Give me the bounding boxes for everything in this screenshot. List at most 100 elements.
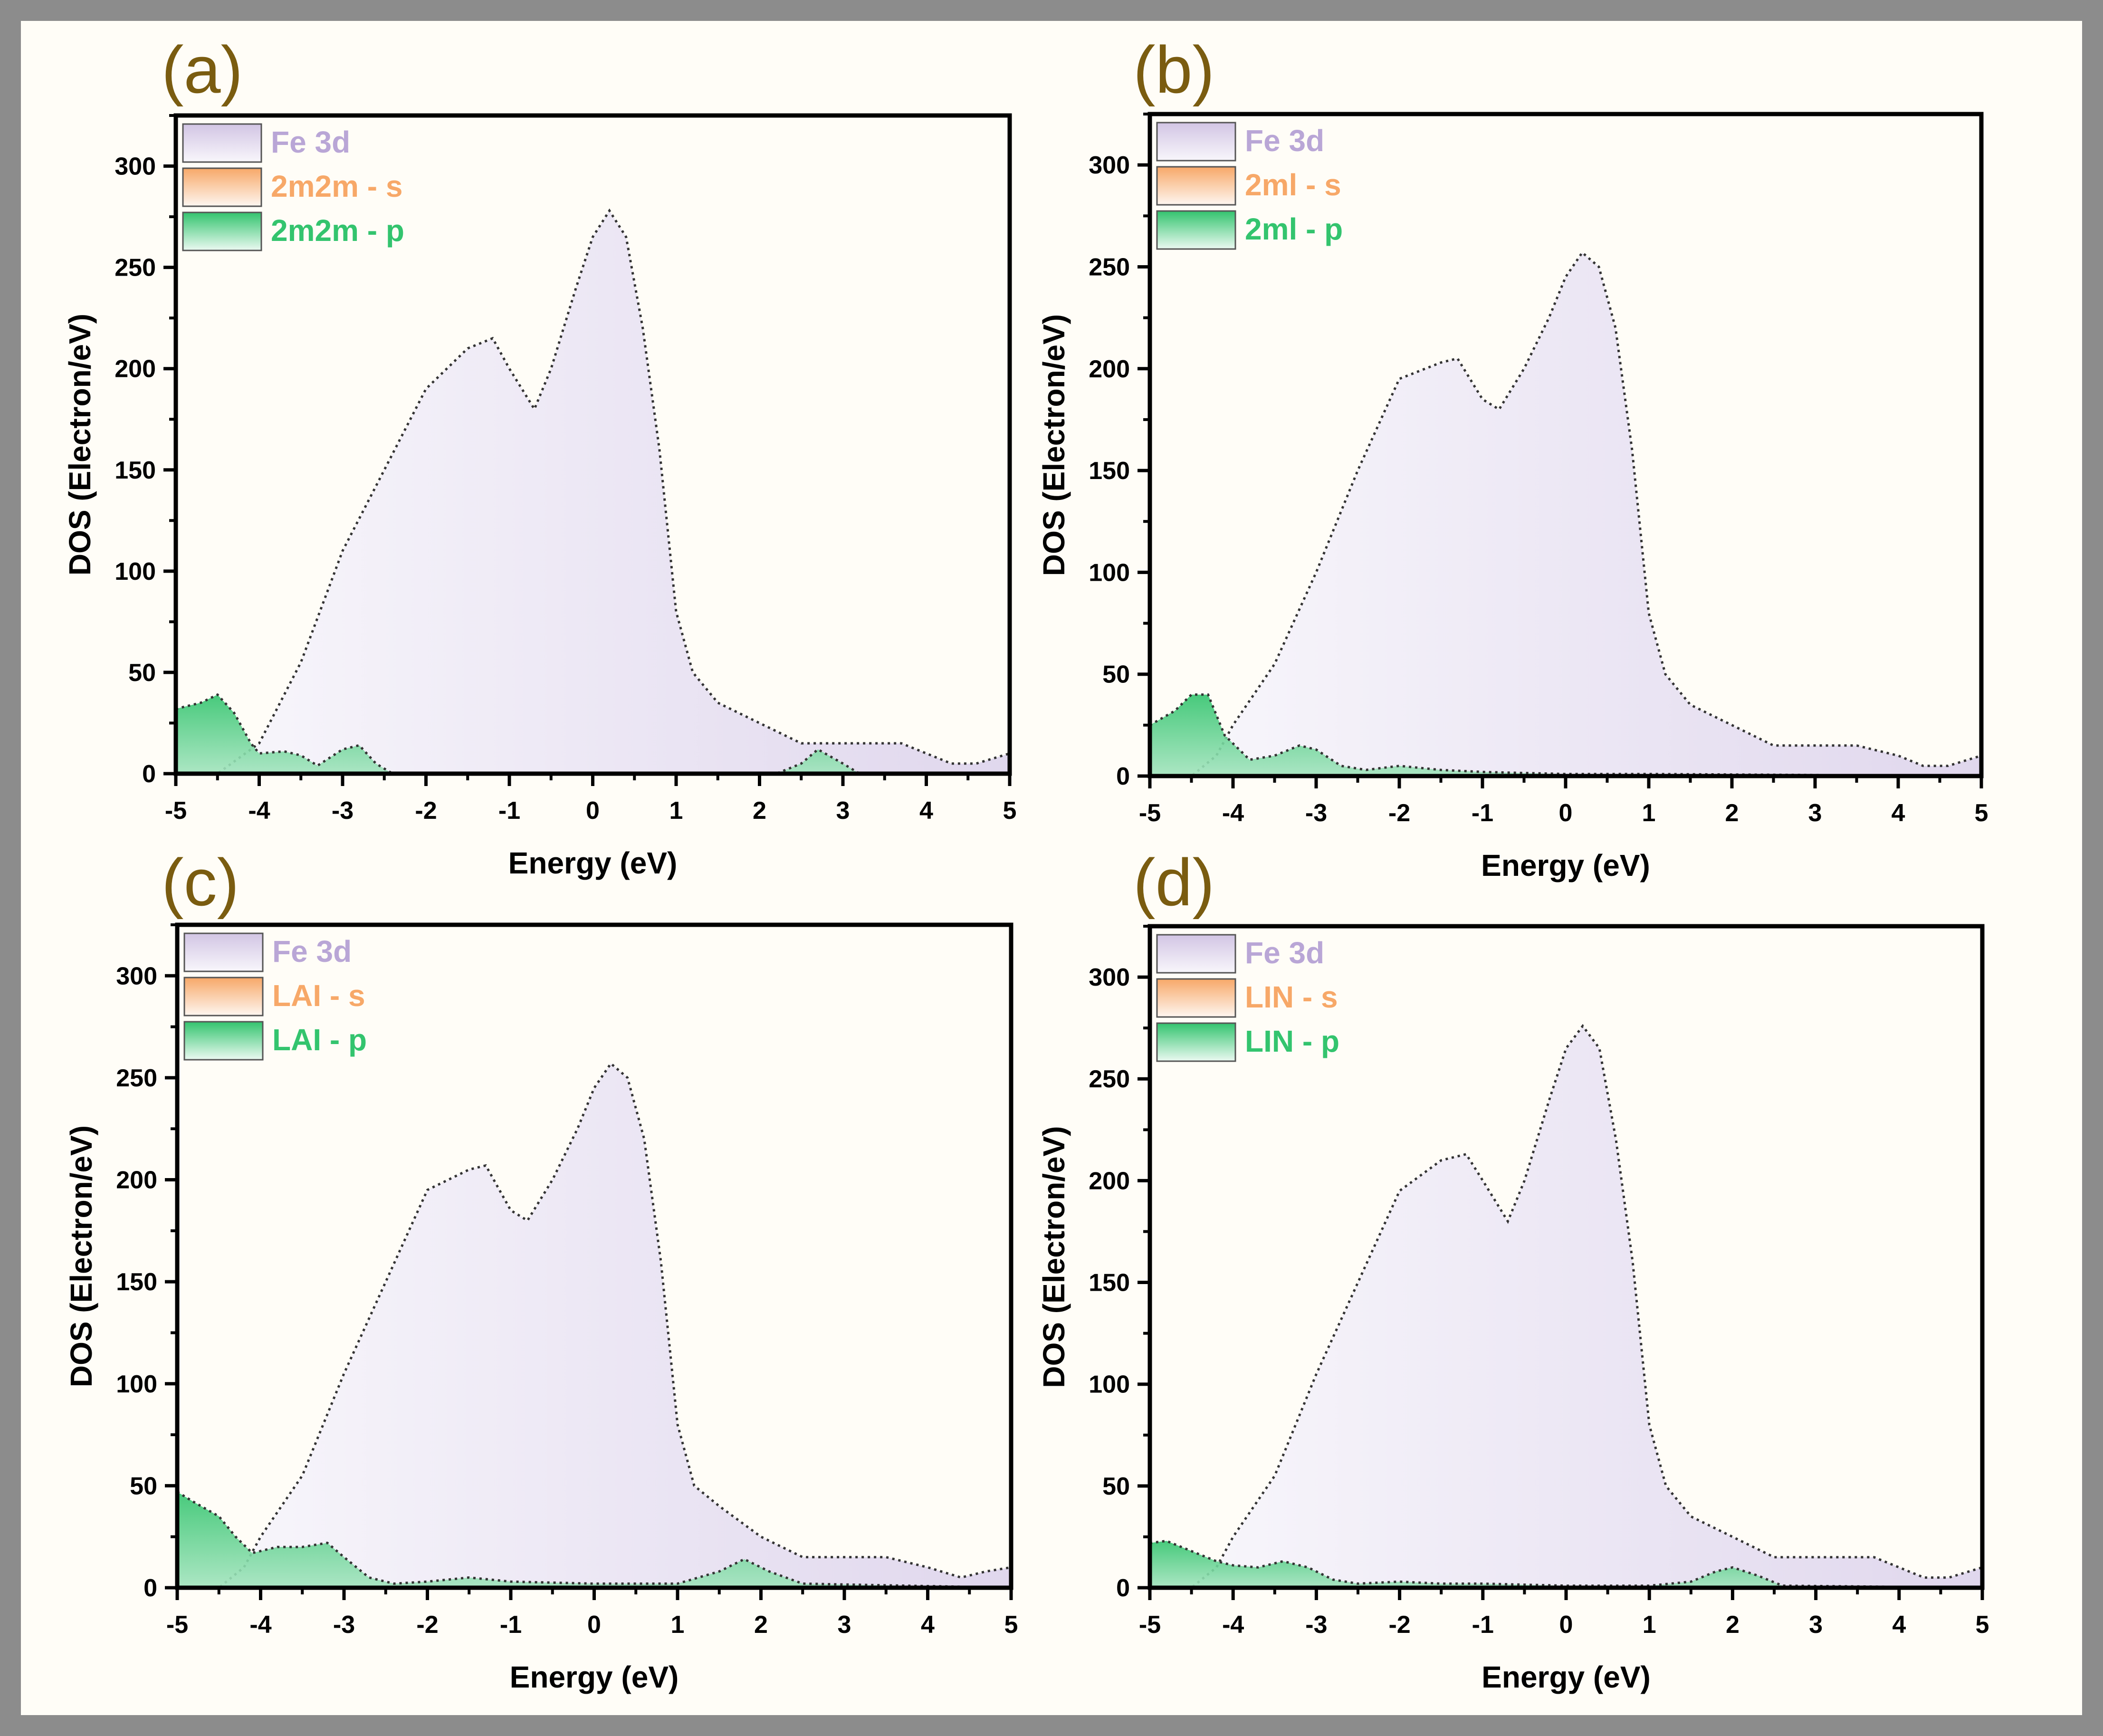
y-axis-label: DOS (Electron/eV) — [63, 314, 97, 575]
y-tick-label: 250 — [1089, 253, 1130, 281]
x-axis-label: Energy (eV) — [510, 1660, 679, 1694]
x-tick-label: -5 — [165, 797, 187, 825]
y-tick-label: 150 — [1089, 457, 1130, 485]
legend-label-s: LAI - s — [272, 978, 365, 1013]
y-tick-label: 100 — [116, 1371, 157, 1398]
y-tick-label: 250 — [116, 1065, 157, 1092]
y-tick-label: 0 — [1116, 1574, 1130, 1602]
x-tick-label: 2 — [1725, 799, 1739, 827]
y-tick-label: 150 — [115, 457, 156, 484]
legend-label-p: 2m2m - p — [271, 213, 404, 248]
y-tick-label: 100 — [115, 558, 156, 585]
y-tick-label: 250 — [1089, 1065, 1130, 1093]
series-line-p — [1150, 693, 1981, 776]
legend-swatch-fe3d — [1156, 122, 1236, 162]
x-tick-label: -2 — [415, 797, 437, 825]
x-axis-label: Energy (eV) — [1482, 1660, 1651, 1694]
x-tick-label: -3 — [1305, 1611, 1327, 1639]
legend: Fe 3d 2ml - s 2ml - p — [1156, 122, 1343, 250]
x-tick-label: -4 — [1222, 799, 1244, 827]
legend-swatch-p — [1156, 210, 1236, 250]
x-tick-label: -4 — [248, 797, 270, 825]
series-line-fe3d — [1150, 1024, 1982, 1588]
y-tick-label: 50 — [1102, 1473, 1130, 1500]
legend-swatch-fe3d — [183, 932, 264, 972]
legend-label-fe3d: Fe 3d — [1245, 124, 1324, 158]
y-tick-label: 300 — [1089, 964, 1130, 991]
x-tick-label: -1 — [500, 1611, 522, 1639]
panel-label: (b) — [1133, 32, 1214, 107]
legend: Fe 3d 2m2m - s 2m2m - p — [182, 123, 404, 251]
x-tick-label: -2 — [1388, 1611, 1410, 1639]
x-tick-label: 5 — [1976, 1611, 1989, 1639]
x-tick-label: -5 — [1139, 1611, 1161, 1639]
x-tick-label: 0 — [1559, 799, 1573, 827]
x-tick-label: -1 — [1472, 1611, 1494, 1639]
legend-swatch-s — [1156, 166, 1236, 206]
legend-swatch-fe3d — [1156, 934, 1236, 974]
x-tick-label: 1 — [669, 797, 683, 825]
legend-swatch-s — [183, 977, 264, 1017]
chart-panel-d: (d)-5 -4 -3 -2 -1 0 1 2 3 4 5050100150200250300Ene… — [1037, 845, 1989, 1694]
y-tick-label: 0 — [143, 1574, 157, 1602]
y-axis-label: DOS (Electron/eV) — [1037, 1126, 1071, 1388]
legend: Fe 3d LIN - s LIN - p — [1156, 934, 1339, 1062]
x-tick-label: 0 — [587, 1611, 601, 1639]
chart-panel-b: (b)-5 -4 -3 -2 -1 0 1 2 3 4 5050100150200250300Ene… — [1037, 32, 1988, 882]
series-line-p — [176, 693, 1010, 774]
panel-label: (d) — [1133, 845, 1214, 920]
legend-label-s: LIN - s — [1245, 980, 1338, 1014]
series-line-p — [177, 1491, 1011, 1588]
y-tick-label: 50 — [130, 1472, 157, 1500]
legend-label-fe3d: Fe 3d — [271, 125, 350, 159]
legend-label-fe3d: Fe 3d — [1245, 936, 1324, 970]
x-tick-label: -2 — [1388, 799, 1410, 827]
x-tick-label: 5 — [1975, 799, 1988, 827]
x-tick-label: -3 — [333, 1611, 355, 1639]
panel-label: (a) — [162, 32, 243, 107]
x-tick-label: 1 — [1643, 1611, 1656, 1639]
y-axis-label: DOS (Electron/eV) — [64, 1125, 98, 1387]
x-tick-label: 4 — [1892, 799, 1905, 827]
x-tick-label: -1 — [498, 797, 520, 825]
x-tick-label: -3 — [1305, 799, 1327, 827]
x-tick-label: 0 — [586, 797, 600, 825]
y-tick-label: 150 — [1089, 1269, 1130, 1297]
y-tick-label: 200 — [115, 355, 156, 383]
series-area-p — [1150, 694, 1981, 776]
legend-label-p: LIN - p — [1245, 1024, 1339, 1058]
x-tick-label: -1 — [1472, 799, 1493, 827]
x-tick-label: 3 — [836, 797, 850, 825]
legend-label-p: 2ml - p — [1245, 212, 1343, 246]
legend-label-s: 2ml - s — [1245, 168, 1341, 202]
legend-swatch-fe3d — [182, 123, 262, 163]
x-tick-label: 5 — [1004, 1611, 1018, 1639]
y-tick-label: 300 — [115, 153, 156, 181]
plot-area — [176, 208, 1010, 774]
x-tick-label: 4 — [1892, 1611, 1906, 1639]
legend-label-s: 2m2m - s — [271, 169, 402, 203]
x-tick-label: -4 — [249, 1611, 271, 1639]
legend-swatch-p — [1156, 1022, 1236, 1062]
series-area-fe3d — [1150, 1026, 1982, 1588]
legend-label-fe3d: Fe 3d — [272, 934, 352, 969]
x-tick-label: 3 — [838, 1611, 851, 1639]
legend-swatch-s — [182, 167, 262, 207]
x-tick-label: -5 — [1139, 799, 1161, 827]
y-tick-label: 50 — [128, 659, 156, 687]
y-tick-label: 300 — [116, 962, 157, 990]
x-axis-label: Energy (eV) — [508, 846, 678, 880]
legend-swatch-s — [1156, 978, 1236, 1018]
x-tick-label: 0 — [1559, 1611, 1573, 1639]
panel-label: (c) — [162, 845, 239, 920]
series-area-fe3d — [177, 1063, 1011, 1588]
y-tick-label: 100 — [1089, 1371, 1130, 1399]
x-tick-label: 2 — [753, 797, 766, 825]
plot-area — [1150, 1024, 1982, 1588]
x-tick-label: 5 — [1003, 797, 1017, 825]
y-axis-label: DOS (Electron/eV) — [1037, 314, 1071, 576]
legend-label-p: LAI - p — [272, 1023, 367, 1057]
y-tick-label: 100 — [1089, 559, 1130, 586]
y-tick-label: 300 — [1089, 152, 1130, 179]
